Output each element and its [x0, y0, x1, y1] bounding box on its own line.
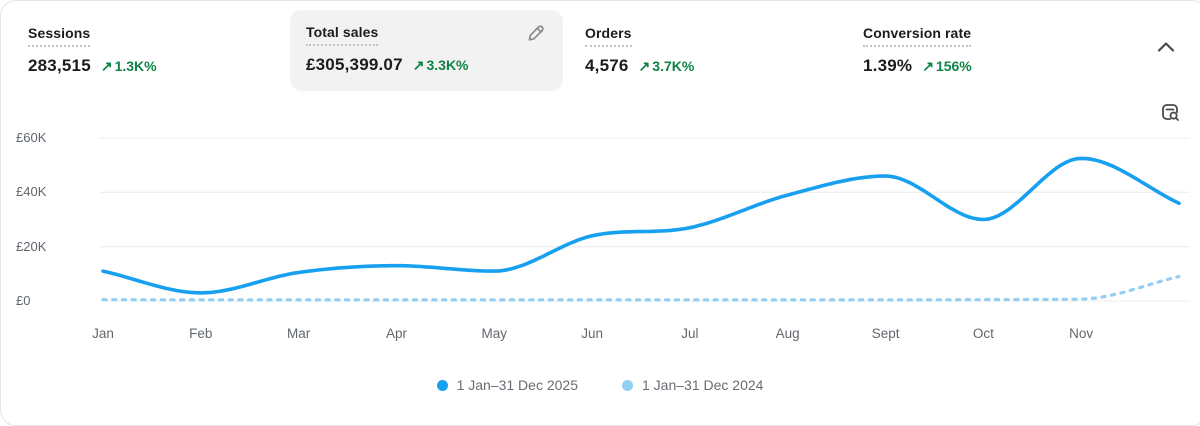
- metric-total-sales[interactable]: Total sales £305,399.07 ↗ 3.3K%: [290, 10, 563, 91]
- chart-legend: 1 Jan–31 Dec 2025 1 Jan–31 Dec 2024: [0, 377, 1200, 393]
- x-tick-label: Feb: [189, 326, 213, 341]
- metric-value: 1.39%: [863, 56, 913, 75]
- y-tick-label: £40K: [16, 184, 47, 200]
- edit-metric-button[interactable]: [523, 22, 549, 48]
- metric-conversion-rate[interactable]: Conversion rate 1.39% ↗ 156%: [863, 25, 972, 76]
- legend-label: 1 Jan–31 Dec 2025: [456, 377, 578, 393]
- metric-value: £305,399.07: [306, 55, 403, 74]
- x-tick-label: Jun: [581, 326, 603, 341]
- metric-orders[interactable]: Orders 4,576 ↗ 3.7K%: [585, 25, 694, 76]
- x-tick-label: Aug: [775, 326, 800, 341]
- metric-title: Total sales: [306, 24, 379, 46]
- sales-line-chart[interactable]: [0, 112, 1200, 324]
- metric-delta: ↗ 3.7K%: [638, 58, 695, 74]
- metric-delta: ↗ 3.3K%: [412, 57, 469, 73]
- x-tick-label: Sept: [871, 326, 900, 341]
- metric-delta: ↗ 156%: [922, 58, 972, 74]
- x-tick-label: Oct: [972, 326, 994, 341]
- collapse-button[interactable]: [1152, 36, 1180, 60]
- metric-title: Sessions: [28, 25, 91, 47]
- x-tick-label: Jul: [681, 326, 699, 341]
- explore-data-button[interactable]: [1154, 97, 1186, 129]
- metric-value: 4,576: [585, 56, 629, 75]
- metric-title: Orders: [585, 25, 632, 47]
- trend-up-icon: ↗: [412, 57, 425, 73]
- metric-title: Conversion rate: [863, 25, 972, 47]
- trend-up-icon: ↗: [100, 58, 113, 74]
- series-line-2025: [101, 156, 1181, 295]
- x-tick-label: Nov: [1069, 326, 1094, 341]
- y-tick-label: £60K: [16, 130, 47, 145]
- metric-delta: ↗ 1.3K%: [100, 58, 157, 74]
- y-tick-label: £20K: [16, 238, 47, 254]
- x-tick-label: May: [481, 326, 508, 341]
- trend-up-icon: ↗: [922, 58, 934, 74]
- trend-up-icon: ↗: [638, 58, 651, 74]
- series-line-2024: [101, 275, 1181, 302]
- legend-label: 1 Jan–31 Dec 2024: [642, 377, 764, 393]
- report-search-icon: [1156, 98, 1184, 129]
- x-tick-label: Jan: [92, 326, 114, 341]
- legend-dot-icon: [436, 379, 448, 391]
- legend-item-2024: 1 Jan–31 Dec 2024: [622, 377, 763, 393]
- metric-value: 283,515: [28, 56, 91, 75]
- chevron-up-icon: [1157, 41, 1175, 56]
- pencil-icon: [524, 22, 548, 49]
- y-tick-label: £0: [16, 293, 31, 308]
- legend-item-2025: 1 Jan–31 Dec 2025: [436, 377, 578, 393]
- legend-dot-icon: [622, 379, 633, 391]
- x-tick-label: Mar: [286, 326, 311, 341]
- x-tick-label: Apr: [385, 326, 408, 341]
- metric-sessions[interactable]: Sessions 283,515 ↗ 1.3K%: [28, 25, 157, 76]
